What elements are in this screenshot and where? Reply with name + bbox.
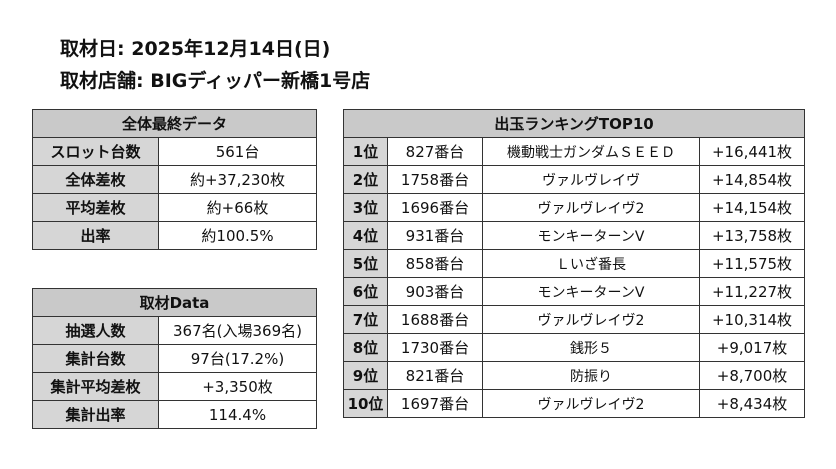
- ranking-table: 出玉ランキングTOP10 1位 827番台 機動戦士ガンダムＳＥＥＤ +16,4…: [342, 109, 806, 418]
- store-value: BIGディッパー新橋1号店: [150, 70, 371, 92]
- table-row: 9位 821番台 防振り +8,700枚: [343, 361, 806, 390]
- rank-cell: 7位: [343, 305, 388, 334]
- row-value: 97台(17.2%): [158, 344, 317, 373]
- machine-number-cell: 1730番台: [387, 333, 483, 362]
- row-value: 367名(入場369名): [158, 316, 317, 345]
- rank-cell: 6位: [343, 277, 388, 306]
- table-row: 集計出率 114.4%: [32, 400, 317, 429]
- machine-name-cell: ヴァルヴレイヴ2: [482, 305, 700, 334]
- rank-cell: 1位: [343, 137, 388, 166]
- store-line: 取材店舗: BIGディッパー新橋1号店: [60, 66, 370, 93]
- machine-name-cell: 銭形５: [482, 333, 700, 362]
- machine-name-cell: ヴァルヴレイヴ: [482, 165, 700, 194]
- machine-number-cell: 903番台: [387, 277, 483, 306]
- rank-cell: 8位: [343, 333, 388, 362]
- table-row: 6位 903番台 モンキーターンV +11,227枚: [343, 277, 806, 306]
- machine-name-cell: ヴァルヴレイヴ2: [482, 193, 700, 222]
- ranking-table-title: 出玉ランキングTOP10: [342, 109, 806, 138]
- machine-number-cell: 821番台: [387, 361, 483, 390]
- rank-cell: 9位: [343, 361, 388, 390]
- row-value: 約100.5%: [157, 221, 318, 250]
- table-row: 5位 858番台 Ｌいざ番長 +11,575枚: [343, 249, 806, 278]
- row-label: 集計出率: [32, 400, 159, 429]
- store-colon: :: [136, 70, 151, 92]
- machine-name-cell: ヴァルヴレイヴ2: [482, 389, 700, 418]
- rank-cell: 2位: [343, 165, 388, 194]
- diff-cell: +14,154枚: [698, 193, 806, 222]
- machine-name-cell: 防振り: [482, 361, 700, 390]
- coverage-data-table: 取材Data 抽選人数 367名(入場369名) 集計台数 97台(17.2%)…: [32, 288, 317, 429]
- table-row: 集計台数 97台(17.2%): [32, 344, 317, 373]
- store-label: 取材店舗: [60, 70, 137, 92]
- machine-number-cell: 931番台: [387, 221, 483, 250]
- table-row: 4位 931番台 モンキーターンV +13,758枚: [343, 221, 806, 250]
- table-row: 全体差枚 約+37,230枚: [32, 165, 318, 194]
- table-row: 1位 827番台 機動戦士ガンダムＳＥＥＤ +16,441枚: [343, 137, 806, 166]
- table-row: 10位 1697番台 ヴァルヴレイヴ2 +8,434枚: [343, 389, 806, 418]
- machine-number-cell: 1758番台: [387, 165, 483, 194]
- row-value: 114.4%: [158, 400, 317, 429]
- table-row: 7位 1688番台 ヴァルヴレイヴ2 +10,314枚: [343, 305, 806, 334]
- machine-number-cell: 858番台: [387, 249, 483, 278]
- overall-table-title: 全体最終データ: [31, 109, 318, 138]
- diff-cell: +13,758枚: [698, 221, 806, 250]
- rank-cell: 5位: [343, 249, 388, 278]
- diff-cell: +16,441枚: [698, 137, 806, 166]
- table-row: 3位 1696番台 ヴァルヴレイヴ2 +14,154枚: [343, 193, 806, 222]
- row-label: 出率: [32, 221, 159, 250]
- machine-name-cell: モンキーターンV: [482, 221, 700, 250]
- row-value: +3,350枚: [158, 372, 317, 401]
- date-colon: :: [117, 38, 132, 60]
- overall-data-table: 全体最終データ スロット台数 561台 全体差枚 約+37,230枚 平均差枚 …: [31, 109, 318, 250]
- machine-number-cell: 827番台: [387, 137, 483, 166]
- table-row: 集計平均差枚 +3,350枚: [32, 372, 317, 401]
- table-row: 出率 約100.5%: [32, 221, 318, 250]
- machine-number-cell: 1688番台: [387, 305, 483, 334]
- diff-cell: +8,700枚: [698, 361, 806, 390]
- row-value: 561台: [157, 137, 318, 166]
- row-label: スロット台数: [32, 137, 159, 166]
- row-label: 抽選人数: [32, 316, 159, 345]
- coverage-table-title: 取材Data: [32, 288, 317, 317]
- date-line: 取材日: 2025年12月14日(日): [60, 34, 330, 61]
- machine-name-cell: モンキーターンV: [482, 277, 700, 306]
- row-value: 約+66枚: [157, 193, 318, 222]
- machine-number-cell: 1696番台: [387, 193, 483, 222]
- machine-number-cell: 1697番台: [387, 389, 483, 418]
- row-label: 集計平均差枚: [32, 372, 159, 401]
- row-value: 約+37,230枚: [157, 165, 318, 194]
- machine-name-cell: 機動戦士ガンダムＳＥＥＤ: [482, 137, 700, 166]
- row-label: 平均差枚: [32, 193, 159, 222]
- row-label: 集計台数: [32, 344, 159, 373]
- rank-cell: 10位: [343, 389, 388, 418]
- rank-cell: 4位: [343, 221, 388, 250]
- table-row: 抽選人数 367名(入場369名): [32, 316, 317, 345]
- table-row: スロット台数 561台: [32, 137, 318, 166]
- diff-cell: +8,434枚: [698, 389, 806, 418]
- diff-cell: +11,227枚: [698, 277, 806, 306]
- diff-cell: +14,854枚: [698, 165, 806, 194]
- table-row: 平均差枚 約+66枚: [32, 193, 318, 222]
- row-label: 全体差枚: [32, 165, 159, 194]
- date-label: 取材日: [60, 38, 118, 60]
- diff-cell: +10,314枚: [698, 305, 806, 334]
- table-row: 8位 1730番台 銭形５ +9,017枚: [343, 333, 806, 362]
- date-value: 2025年12月14日(日): [131, 38, 331, 60]
- machine-name-cell: Ｌいざ番長: [482, 249, 700, 278]
- rank-cell: 3位: [343, 193, 388, 222]
- diff-cell: +11,575枚: [698, 249, 806, 278]
- diff-cell: +9,017枚: [698, 333, 806, 362]
- table-row: 2位 1758番台 ヴァルヴレイヴ +14,854枚: [343, 165, 806, 194]
